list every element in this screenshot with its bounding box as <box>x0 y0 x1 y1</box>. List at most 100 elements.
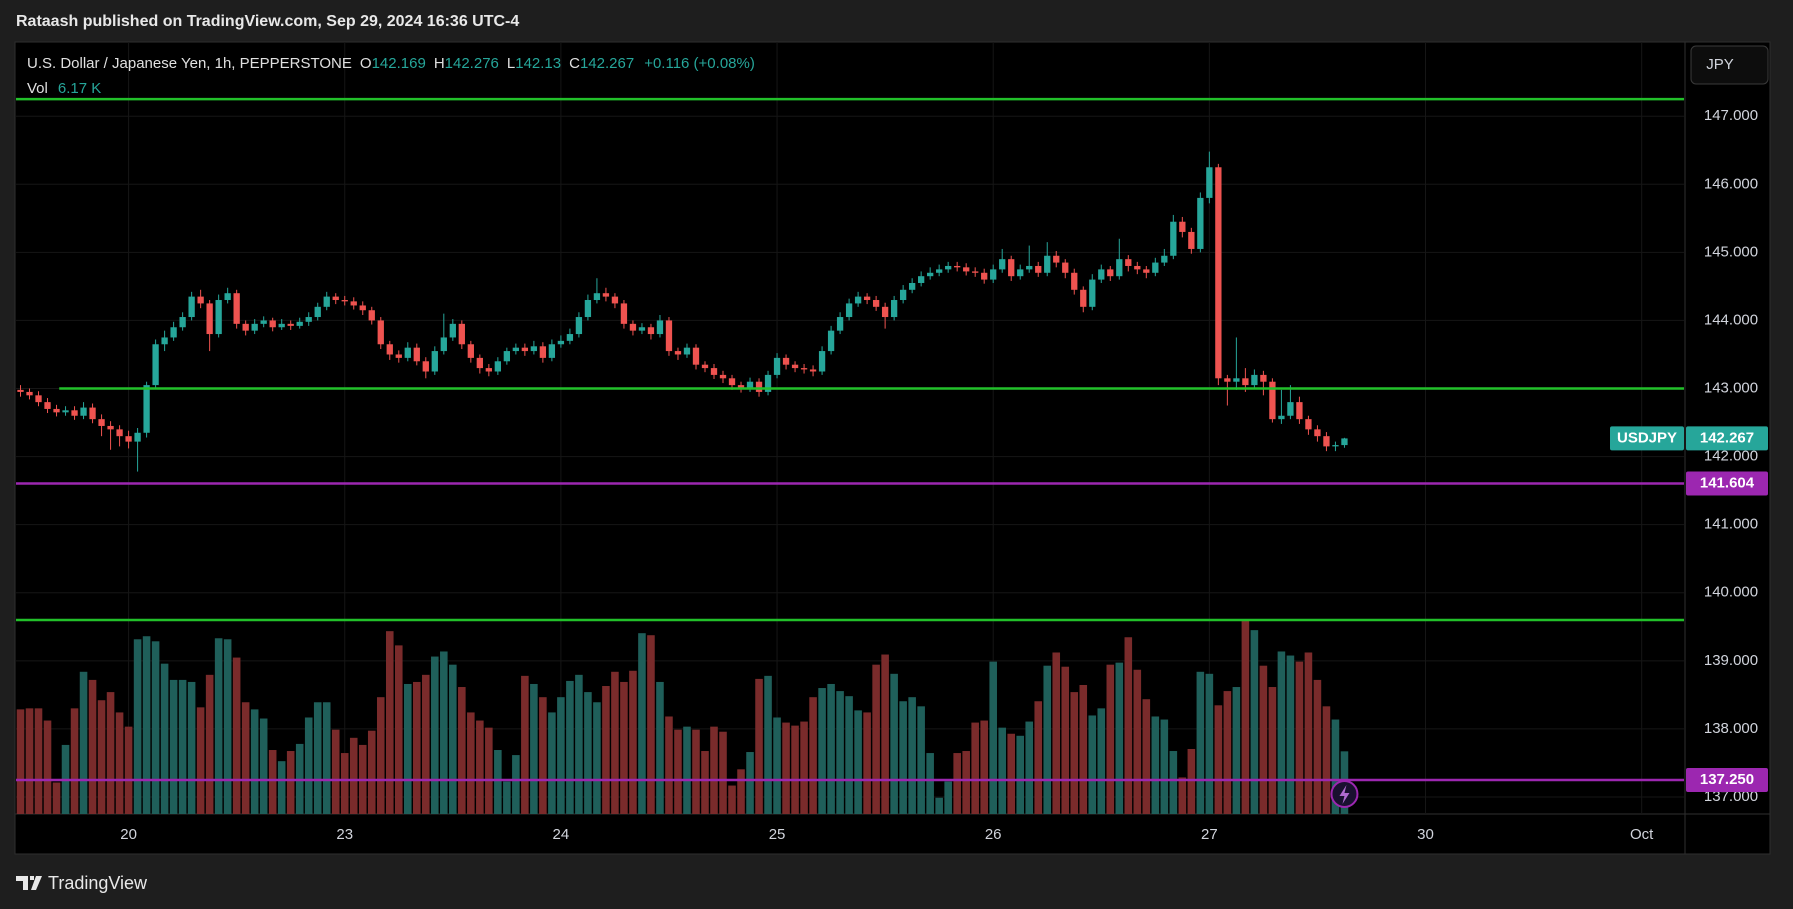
candle-body <box>972 271 979 273</box>
candle-body <box>53 408 60 413</box>
volume-bar <box>1115 662 1124 814</box>
volume-bar <box>1205 673 1214 814</box>
candle-body <box>890 300 898 318</box>
candle-body <box>485 368 492 372</box>
volume-bar <box>25 708 34 814</box>
volume-bar <box>710 726 718 814</box>
volume-bar <box>656 681 664 814</box>
volume-bar <box>629 670 637 814</box>
candle-body <box>1215 167 1222 379</box>
candle-body <box>1080 289 1087 307</box>
ohlc-letter: O <box>360 55 372 72</box>
volume-bar <box>1043 665 1052 814</box>
volume-bar <box>1268 687 1277 814</box>
logo-mark <box>16 876 42 890</box>
volume-bar <box>773 717 781 814</box>
candle-body <box>629 323 637 331</box>
volume-bar <box>34 708 43 814</box>
candle-body <box>197 296 204 304</box>
candle-body <box>98 419 105 426</box>
level-price-label: 141.604 <box>1700 475 1755 492</box>
volume-bar <box>1187 748 1196 814</box>
volume-bar <box>1286 655 1295 814</box>
candle-body <box>305 317 312 322</box>
volume-bar <box>1133 669 1142 814</box>
low-value: 142.13 <box>515 55 561 72</box>
volume-bar <box>1241 621 1250 814</box>
candle-body <box>809 369 817 372</box>
candle-body <box>170 327 177 338</box>
volume-bar <box>1304 652 1313 814</box>
volume-bar <box>1061 666 1070 814</box>
volume-bar <box>304 717 313 814</box>
volume-bar <box>1088 715 1097 814</box>
candle-body <box>179 317 186 328</box>
candle-body <box>17 389 24 392</box>
y-tick-label: 147.000 <box>1704 107 1758 124</box>
candle-body <box>674 351 682 355</box>
volume-bar <box>809 697 817 814</box>
volume-bar <box>151 641 160 814</box>
volume-bar <box>52 782 61 814</box>
volume-bar <box>214 638 223 814</box>
currency-button-label[interactable]: JPY <box>1706 56 1734 73</box>
volume-bar <box>403 683 412 814</box>
candle-body <box>359 305 366 311</box>
candle-body <box>990 269 997 280</box>
candle-body <box>377 320 384 345</box>
volume-bar <box>1313 679 1322 814</box>
volume-bar <box>836 691 844 814</box>
volume-bar <box>917 706 925 814</box>
candle-body <box>431 351 438 372</box>
volume-bar <box>331 729 340 814</box>
candle-body <box>773 357 781 375</box>
symbol-tag-label: USDJPY <box>1617 429 1677 446</box>
candle-body <box>314 306 321 318</box>
volume-bar <box>250 709 259 814</box>
volume-bar <box>584 692 592 814</box>
volume-value: 6.17 K <box>58 80 101 97</box>
candle-body <box>908 282 916 290</box>
candle-body <box>152 344 159 386</box>
candle-body <box>827 330 835 352</box>
x-tick-label: 26 <box>985 826 1002 843</box>
candle-body <box>323 296 330 307</box>
candle-body <box>1224 378 1231 382</box>
candle-body <box>1287 402 1294 416</box>
footer-logo: TradingView <box>16 873 148 893</box>
volume-bar <box>953 753 961 814</box>
currency-button[interactable] <box>1690 45 1769 85</box>
y-tick-label: 140.000 <box>1704 584 1758 601</box>
volume-bar <box>872 664 880 814</box>
volume-bar <box>692 729 700 814</box>
volume-bar <box>620 681 628 814</box>
candle-body <box>755 381 763 392</box>
candle-body <box>863 296 871 301</box>
candle-body <box>818 351 826 372</box>
volume-bar <box>557 697 565 814</box>
volume-bar <box>989 661 997 814</box>
volume-bar <box>1097 708 1106 814</box>
candle-body <box>881 306 889 318</box>
volume-bar <box>1151 716 1160 814</box>
ohlc-letter: C <box>569 55 580 72</box>
candle-body <box>602 293 610 297</box>
volume-bar <box>286 751 295 814</box>
volume-bar <box>494 750 502 814</box>
last-price-label: 142.267 <box>1700 429 1754 446</box>
candle-body <box>188 296 195 318</box>
candle-body <box>1197 197 1204 249</box>
candle-body <box>134 432 141 442</box>
volume-bar <box>602 686 610 814</box>
candle-body <box>350 301 357 306</box>
candle-body <box>161 337 168 345</box>
volume-bar <box>575 674 583 814</box>
candle-body <box>1098 269 1105 280</box>
x-tick-label: 30 <box>1417 826 1434 843</box>
candle-body <box>1125 259 1132 266</box>
volume-bar <box>106 692 115 814</box>
volume-bar <box>530 683 538 814</box>
volume-bar <box>1214 705 1223 814</box>
volume-bar <box>593 702 601 814</box>
